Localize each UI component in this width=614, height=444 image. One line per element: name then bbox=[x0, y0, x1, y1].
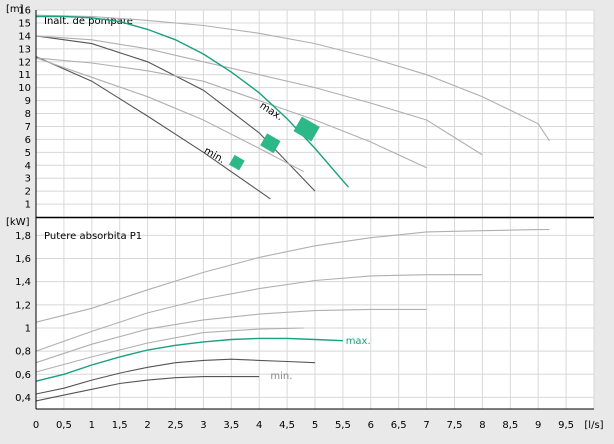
y-tick-label: 0,8 bbox=[15, 347, 31, 358]
series-line-power-4 bbox=[35, 274, 483, 352]
x-tick-label: 9,5 bbox=[558, 420, 574, 431]
x-tick-label: 3,5 bbox=[223, 420, 239, 431]
x-tick-label: 0,5 bbox=[56, 420, 72, 431]
y-tick-label: 16 bbox=[18, 6, 31, 17]
y-tick-label: 1 bbox=[25, 323, 31, 334]
x-tick-label: 2,5 bbox=[168, 420, 184, 431]
x-tick-label: 8 bbox=[479, 420, 485, 431]
curve-annotation-min-power: min. bbox=[270, 371, 292, 382]
series-line-power-5 bbox=[35, 308, 427, 364]
y-tick-label: 1,8 bbox=[15, 231, 31, 242]
series-line-power-2 bbox=[35, 376, 260, 402]
y-tick-label: 1,6 bbox=[15, 254, 31, 265]
x-tick-label: 4,5 bbox=[279, 420, 295, 431]
panel-power: 0,4 0,6 0,8 1 1,2 1,4 1,6 1,8 [kW] Putere absorbi… bbox=[6, 217, 595, 409]
x-tick-label: 1 bbox=[89, 420, 95, 431]
y-tick-labels-power: 0,4 0,6 0,8 1 1,2 1,4 1,6 1,8 bbox=[15, 231, 31, 404]
y-tick-label: 8 bbox=[25, 109, 31, 120]
operating-marker-2 bbox=[229, 154, 245, 171]
y-tick-label: 1 bbox=[25, 200, 31, 211]
y-axis-label-head: [m] bbox=[6, 4, 24, 15]
y-tick-label: 1,2 bbox=[15, 300, 31, 311]
panel-title-head: Inalt. de pompare bbox=[44, 16, 133, 27]
x-tick-label: 9 bbox=[535, 420, 541, 431]
y-axis-label-power: [kW] bbox=[6, 217, 30, 228]
panel-title-power: Putere absorbita P1 bbox=[44, 231, 142, 242]
y-tick-label: 10 bbox=[18, 83, 31, 94]
series-line-head-4 bbox=[35, 35, 483, 156]
x-tick-label: 5 bbox=[312, 420, 318, 431]
series-line-head-0 bbox=[36, 15, 350, 188]
series-line-head-5 bbox=[35, 57, 427, 169]
x-tick-label: 6 bbox=[368, 420, 374, 431]
curve-annotation-max-power: max. bbox=[346, 336, 371, 347]
x-tick-label: [l/s] bbox=[584, 420, 603, 431]
y-tick-label: 6 bbox=[25, 135, 31, 146]
series-line-power-1 bbox=[35, 358, 316, 395]
x-tick-label: 7,5 bbox=[447, 420, 463, 431]
x-tick-label: 1,5 bbox=[112, 420, 128, 431]
y-tick-label: 2 bbox=[25, 187, 31, 198]
y-tick-label: 14 bbox=[18, 31, 31, 42]
y-tick-label: 15 bbox=[18, 18, 31, 29]
x-tick-label: 2 bbox=[144, 420, 150, 431]
y-tick-label: 4 bbox=[25, 161, 31, 172]
y-tick-label: 3 bbox=[25, 174, 31, 185]
x-tick-label: 5,5 bbox=[335, 420, 351, 431]
y-tick-label: 0,6 bbox=[15, 370, 31, 381]
series-line-power-3 bbox=[35, 229, 550, 323]
y-tick-label: 12 bbox=[18, 57, 31, 68]
series-line-head-2 bbox=[35, 56, 271, 200]
x-tick-label: 3 bbox=[200, 420, 206, 431]
y-tick-label: 9 bbox=[25, 96, 31, 107]
y-tick-label: 0,4 bbox=[15, 393, 31, 404]
y-tick-label: 11 bbox=[18, 70, 31, 81]
y-tick-label: 1,4 bbox=[15, 277, 31, 288]
series-line-head-3 bbox=[35, 14, 550, 142]
grid-head bbox=[35, 9, 595, 217]
x-tick-label: 6,5 bbox=[391, 420, 407, 431]
x-tick-label: 7 bbox=[423, 420, 429, 431]
series-line-head-6 bbox=[35, 57, 305, 173]
operating-marker-1 bbox=[260, 133, 281, 154]
x-tick-label: 8,5 bbox=[502, 420, 518, 431]
y-tick-label: 5 bbox=[25, 148, 31, 159]
x-tick-label: 0 bbox=[33, 420, 39, 431]
y-tick-label: 7 bbox=[25, 122, 31, 133]
x-tick-labels: 0 0,5 1 1,5 2 2,5 3 3,5 4 4,5 5 5,5 6 6,5 7 7,5 8 8,5 9 9,5… bbox=[33, 420, 604, 431]
series-line-power-0 bbox=[35, 337, 343, 382]
x-tick-label: 4 bbox=[256, 420, 262, 431]
grid-power bbox=[35, 218, 595, 409]
y-tick-label: 13 bbox=[18, 44, 31, 55]
series-line-power-6 bbox=[35, 327, 304, 373]
operating-marker-0 bbox=[293, 116, 320, 142]
